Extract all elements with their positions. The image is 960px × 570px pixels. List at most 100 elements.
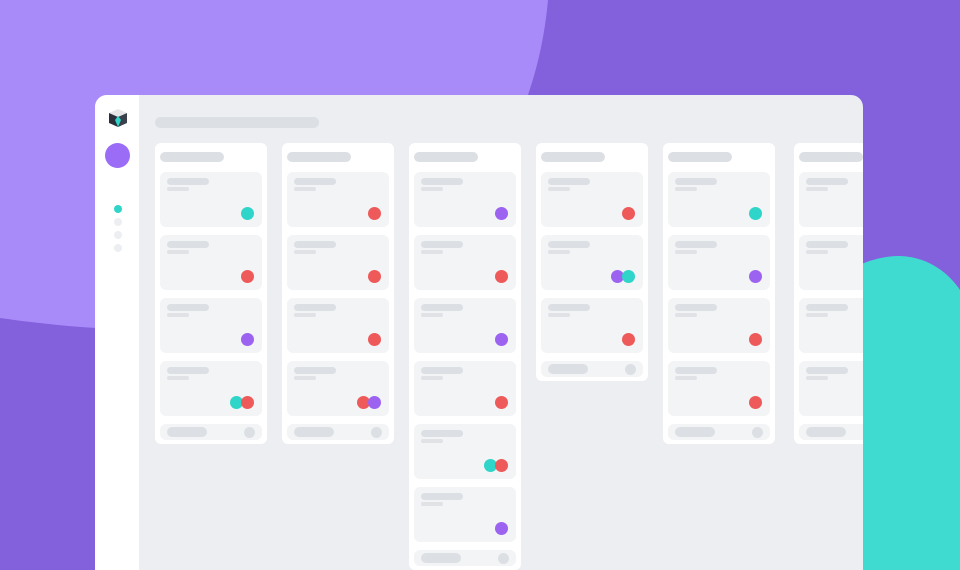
- sidebar-nav-item[interactable]: [114, 205, 122, 213]
- add-card-icon[interactable]: [752, 427, 763, 438]
- card-assignees: [495, 270, 508, 283]
- board-column: [794, 143, 863, 444]
- column-title-placeholder: [287, 152, 351, 162]
- card-subtitle-placeholder: [294, 250, 316, 254]
- assignee-avatar: [495, 207, 508, 220]
- column-title-placeholder: [668, 152, 732, 162]
- task-card[interactable]: [799, 235, 863, 290]
- assignee-avatar: [495, 396, 508, 409]
- card-assignees: [368, 333, 381, 346]
- card-subtitle-placeholder: [294, 376, 316, 380]
- assignee-avatar: [495, 333, 508, 346]
- task-card[interactable]: [287, 172, 389, 227]
- task-card[interactable]: [160, 361, 262, 416]
- card-subtitle-placeholder: [806, 250, 828, 254]
- add-card-placeholder: [548, 364, 588, 374]
- card-subtitle-placeholder: [806, 376, 828, 380]
- assignee-avatar: [357, 396, 370, 409]
- sidebar-nav-item[interactable]: [114, 231, 122, 239]
- avatar[interactable]: [105, 143, 130, 168]
- card-title-placeholder: [548, 178, 590, 185]
- task-card[interactable]: [668, 235, 770, 290]
- add-card-button[interactable]: [414, 550, 516, 566]
- add-card-icon[interactable]: [498, 553, 509, 564]
- task-card[interactable]: [541, 298, 643, 353]
- title-placeholder: [155, 117, 319, 128]
- column-title-placeholder: [541, 152, 605, 162]
- add-card-icon[interactable]: [625, 364, 636, 375]
- task-card[interactable]: [668, 298, 770, 353]
- card-subtitle-placeholder: [421, 313, 443, 317]
- task-card[interactable]: [160, 235, 262, 290]
- assignee-avatar: [495, 270, 508, 283]
- card-subtitle-placeholder: [294, 313, 316, 317]
- card-assignees: [241, 207, 254, 220]
- card-subtitle-placeholder: [294, 187, 316, 191]
- card-title-placeholder: [806, 241, 848, 248]
- card-subtitle-placeholder: [421, 250, 443, 254]
- task-card[interactable]: [160, 172, 262, 227]
- task-card[interactable]: [799, 298, 863, 353]
- task-card[interactable]: [414, 361, 516, 416]
- task-card[interactable]: [541, 172, 643, 227]
- card-subtitle-placeholder: [548, 313, 570, 317]
- sidebar-nav-item[interactable]: [114, 218, 122, 226]
- task-card[interactable]: [668, 172, 770, 227]
- add-card-icon[interactable]: [244, 427, 255, 438]
- add-card-button[interactable]: [541, 361, 643, 377]
- card-title-placeholder: [675, 178, 717, 185]
- column-title-placeholder: [799, 152, 863, 162]
- card-assignees: [230, 396, 254, 409]
- card-subtitle-placeholder: [548, 187, 570, 191]
- card-title-placeholder: [421, 430, 463, 437]
- card-subtitle-placeholder: [548, 250, 570, 254]
- card-assignees: [368, 270, 381, 283]
- card-title-placeholder: [167, 367, 209, 374]
- card-subtitle-placeholder: [421, 502, 443, 506]
- add-card-button[interactable]: [287, 424, 389, 440]
- card-assignees: [368, 207, 381, 220]
- card-title-placeholder: [548, 241, 590, 248]
- task-card[interactable]: [287, 361, 389, 416]
- card-title-placeholder: [421, 241, 463, 248]
- task-card[interactable]: [287, 235, 389, 290]
- assignee-avatar: [749, 333, 762, 346]
- card-subtitle-placeholder: [421, 376, 443, 380]
- add-card-button[interactable]: [160, 424, 262, 440]
- add-card-placeholder: [294, 427, 334, 437]
- sidebar-nav-item[interactable]: [114, 244, 122, 252]
- task-card[interactable]: [287, 298, 389, 353]
- card-subtitle-placeholder: [675, 250, 697, 254]
- task-card[interactable]: [799, 361, 863, 416]
- assignee-avatar: [495, 522, 508, 535]
- task-card[interactable]: [541, 235, 643, 290]
- assignee-avatar: [622, 207, 635, 220]
- task-card[interactable]: [414, 172, 516, 227]
- task-card[interactable]: [799, 172, 863, 227]
- add-card-button[interactable]: [799, 424, 863, 440]
- task-card[interactable]: [160, 298, 262, 353]
- card-assignees: [749, 396, 762, 409]
- card-assignees: [622, 207, 635, 220]
- column-title-placeholder: [414, 152, 478, 162]
- card-assignees: [484, 459, 508, 472]
- card-assignees: [611, 270, 635, 283]
- assignee-avatar: [241, 396, 254, 409]
- assignee-avatar: [749, 396, 762, 409]
- task-card[interactable]: [414, 487, 516, 542]
- card-title-placeholder: [167, 178, 209, 185]
- task-card[interactable]: [668, 361, 770, 416]
- board-column: [663, 143, 775, 444]
- assignee-avatar: [368, 207, 381, 220]
- card-assignees: [749, 207, 762, 220]
- assignee-avatar: [368, 270, 381, 283]
- task-card[interactable]: [414, 424, 516, 479]
- assignee-avatar: [611, 270, 624, 283]
- task-card[interactable]: [414, 235, 516, 290]
- card-title-placeholder: [675, 367, 717, 374]
- card-title-placeholder: [294, 178, 336, 185]
- card-title-placeholder: [421, 493, 463, 500]
- task-card[interactable]: [414, 298, 516, 353]
- add-card-icon[interactable]: [371, 427, 382, 438]
- add-card-button[interactable]: [668, 424, 770, 440]
